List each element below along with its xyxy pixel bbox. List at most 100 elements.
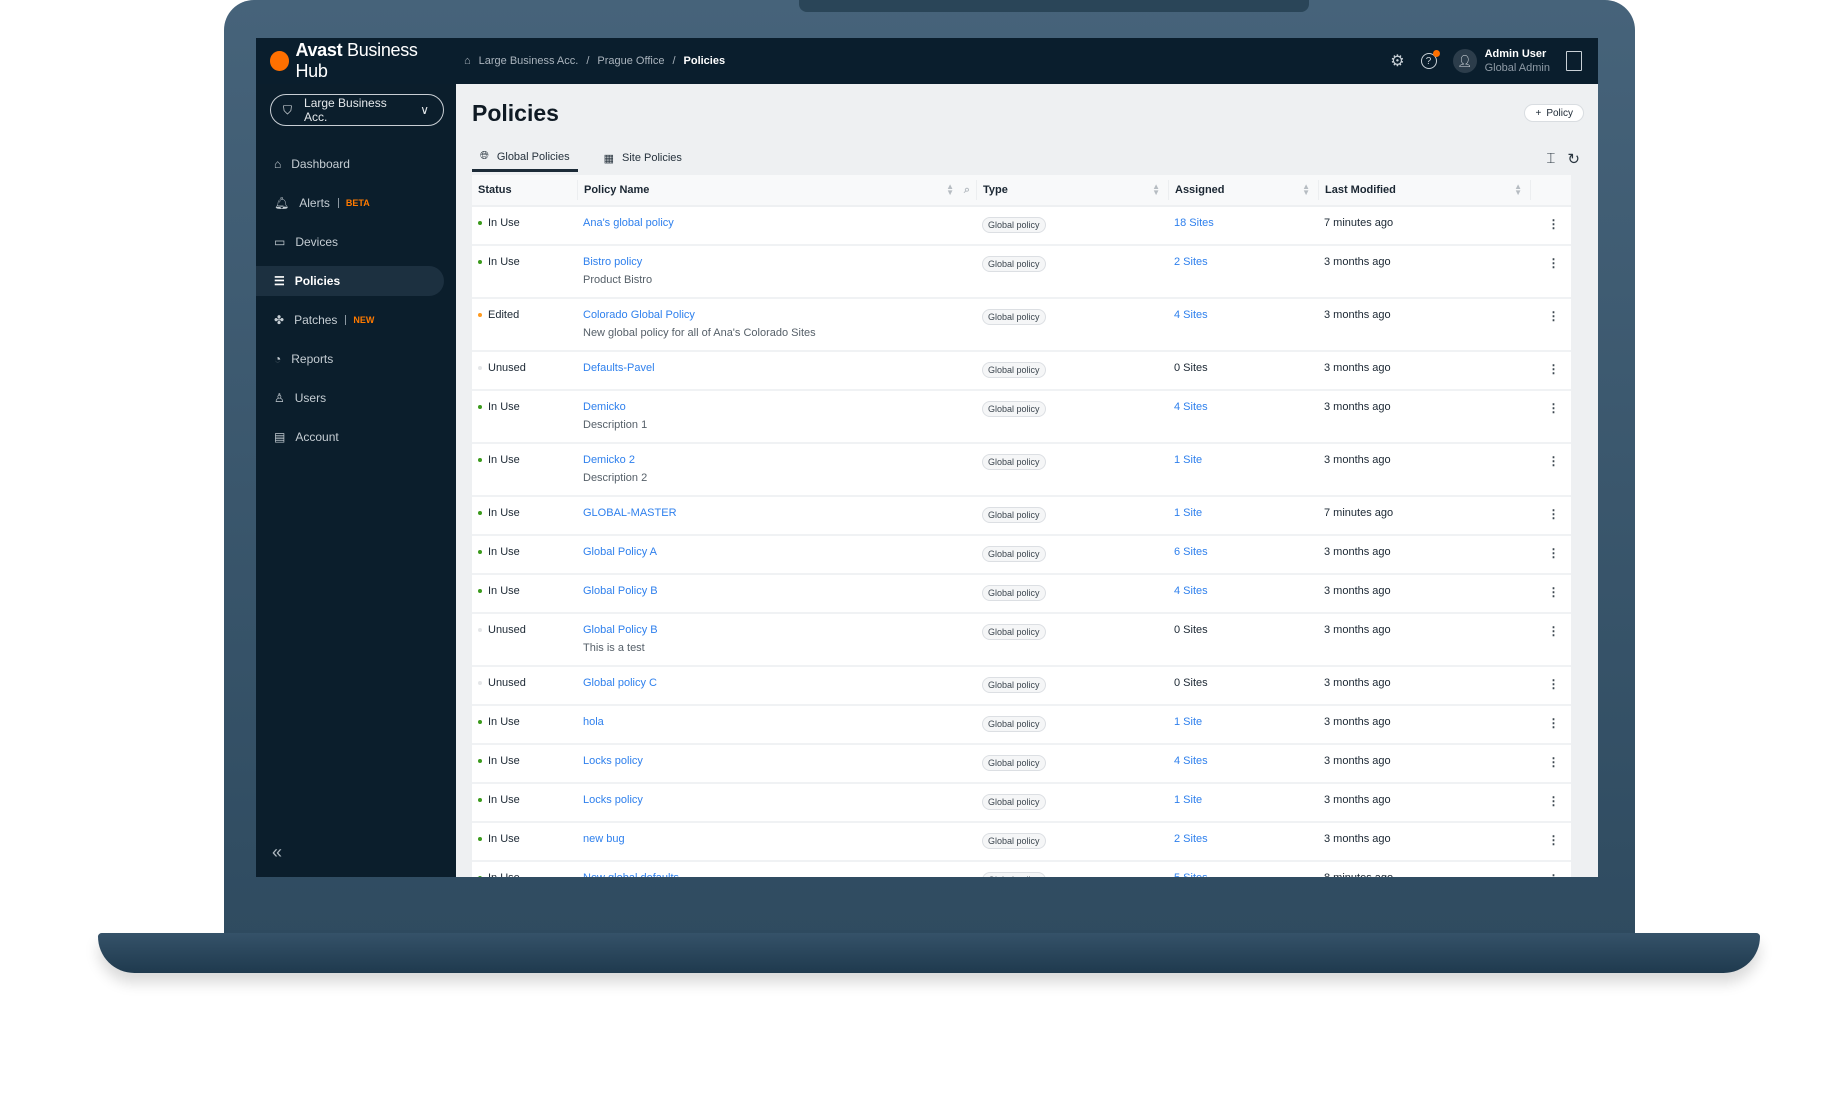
table-row[interactable]: In Use hola Global policy 1 Site 3 months ag… bbox=[472, 706, 1571, 745]
policy-link[interactable]: GLOBAL-MASTER bbox=[583, 507, 677, 519]
policy-link[interactable]: Global Policy A bbox=[583, 546, 657, 558]
policy-link[interactable]: Global policy C bbox=[583, 677, 657, 689]
sidebar-item-label: Patches bbox=[294, 313, 338, 327]
sidebar-item-patches[interactable]: ✤ Patches NEW bbox=[256, 305, 444, 335]
more-vertical-icon[interactable]: ⋮ bbox=[1547, 677, 1560, 691]
assigned-sites[interactable]: 4 Sites bbox=[1174, 755, 1208, 767]
more-vertical-icon[interactable]: ⋮ bbox=[1547, 454, 1560, 468]
table-row[interactable]: Edited Colorado Global Policy New global p… bbox=[472, 299, 1571, 352]
home-icon[interactable]: ⌂ bbox=[464, 55, 471, 67]
assigned-sites[interactable]: 4 Sites bbox=[1174, 401, 1208, 413]
breadcrumb-item[interactable]: Large Business Acc. bbox=[478, 55, 579, 67]
header-status[interactable]: Status bbox=[478, 184, 512, 196]
assigned-sites[interactable]: 2 Sites bbox=[1174, 256, 1208, 268]
logo[interactable]: Avast Business Hub bbox=[270, 40, 450, 82]
more-vertical-icon[interactable]: ⋮ bbox=[1547, 755, 1560, 769]
more-vertical-icon[interactable]: ⋮ bbox=[1547, 585, 1560, 599]
more-vertical-icon[interactable]: ⋮ bbox=[1548, 872, 1560, 877]
sort-icon[interactable]: ▲ ▼ bbox=[1302, 182, 1310, 197]
sort-icon[interactable]: ▲ ▼ bbox=[946, 182, 954, 197]
policy-link[interactable]: Bistro policy bbox=[583, 256, 643, 268]
gear-icon[interactable]: ⚙ bbox=[1390, 53, 1405, 70]
row-height-icon[interactable]: ⌶ bbox=[1546, 150, 1556, 167]
more-vertical-icon[interactable]: ⋮ bbox=[1547, 546, 1560, 560]
chevron-down-icon: ∨ bbox=[420, 103, 429, 117]
more-vertical-icon[interactable]: ⋮ bbox=[1547, 833, 1560, 847]
more-vertical-icon[interactable]: ⋮ bbox=[1547, 309, 1560, 323]
more-vertical-icon[interactable]: ⋮ bbox=[1547, 362, 1560, 376]
table-row[interactable]: Unused Global policy C Global policy 0 Site… bbox=[472, 667, 1571, 706]
assigned-sites[interactable]: 6 Sites bbox=[1174, 546, 1208, 558]
sidebar-item-dashboard[interactable]: ⌂ Dashboard bbox=[256, 149, 444, 179]
more-vertical-icon[interactable]: ⋮ bbox=[1547, 401, 1560, 415]
policy-link[interactable]: Demicko 2 bbox=[583, 454, 635, 466]
brand-bold: Avast bbox=[295, 40, 343, 60]
table-row[interactable]: In Use New global defaults Global policy 5 … bbox=[472, 862, 1571, 877]
assigned-sites[interactable]: 4 Sites bbox=[1174, 585, 1208, 597]
assigned-sites[interactable]: 1 Site bbox=[1174, 507, 1203, 519]
header-assigned[interactable]: Assigned ▲ ▼ bbox=[1168, 180, 1318, 200]
status-cell: Unused bbox=[472, 624, 577, 636]
table-row[interactable]: In Use Demicko 2 Description 2 Global polic… bbox=[472, 444, 1571, 497]
add-policy-button[interactable]: + Policy bbox=[1524, 104, 1584, 122]
policy-link[interactable]: Locks policy bbox=[583, 794, 643, 806]
table-row[interactable]: In Use Demicko Description 1 Global policy 4… bbox=[472, 391, 1571, 444]
table-row[interactable]: In Use Global Policy A Global policy 6 Site… bbox=[472, 536, 1571, 575]
policy-link[interactable]: Global Policy B bbox=[583, 585, 658, 597]
assigned-sites[interactable]: 5 Sites bbox=[1174, 872, 1208, 877]
user-menu[interactable]: 👤︎ Admin User Global Admin bbox=[1452, 47, 1550, 75]
table-row[interactable]: In Use new bug Global policy 2 Sites 3 month… bbox=[472, 823, 1571, 862]
search-icon[interactable]: ⌕ bbox=[963, 183, 970, 196]
row-actions-cell: ⋮ bbox=[1530, 217, 1571, 231]
table-row[interactable]: In Use GLOBAL-MASTER Global policy 1 Site 7 … bbox=[472, 497, 1571, 536]
sidebar-item-users[interactable]: ♙ Users bbox=[256, 383, 444, 413]
assigned-sites[interactable]: 18 Sites bbox=[1174, 217, 1214, 229]
assigned-sites[interactable]: 1 Site bbox=[1174, 716, 1203, 728]
sidebar-item-reports[interactable]: ◔ Reports bbox=[256, 344, 444, 374]
header-type[interactable]: Type ▲ ▼ bbox=[976, 180, 1168, 200]
table-row[interactable]: In Use Locks policy Global policy 1 Site 3 m… bbox=[472, 784, 1571, 823]
sidebar-item-account[interactable]: ▤ Account bbox=[256, 422, 444, 452]
table-row[interactable]: In Use Ana's global policy Global policy 18… bbox=[472, 207, 1571, 246]
assigned-sites[interactable]: 4 Sites bbox=[1174, 309, 1208, 321]
assigned-sites[interactable]: 1 Site bbox=[1174, 794, 1203, 806]
policy-link[interactable]: New global defaults bbox=[583, 872, 976, 877]
policy-link[interactable]: Global Policy B bbox=[583, 624, 658, 636]
policy-link[interactable]: Colorado Global Policy bbox=[583, 309, 695, 321]
more-vertical-icon[interactable]: ⋮ bbox=[1547, 217, 1560, 231]
collapse-sidebar-icon[interactable]: « bbox=[272, 842, 283, 862]
sidebar-item-alerts[interactable]: 🔔︎ Alerts BETA bbox=[256, 188, 444, 218]
help-icon[interactable]: ? bbox=[1420, 50, 1440, 69]
more-vertical-icon[interactable]: ⋮ bbox=[1547, 624, 1560, 638]
more-vertical-icon[interactable]: ⋮ bbox=[1547, 507, 1560, 521]
more-vertical-icon[interactable]: ⋮ bbox=[1547, 794, 1560, 808]
tab-global-policies[interactable]: 🌐︎ Global Policies bbox=[472, 144, 578, 172]
policy-link[interactable]: Defaults-Pavel bbox=[583, 362, 655, 374]
breadcrumb-item[interactable]: Prague Office bbox=[597, 55, 665, 67]
more-vertical-icon[interactable]: ⋮ bbox=[1547, 256, 1560, 270]
table-row[interactable]: In Use Global Policy B Global policy 4 Site… bbox=[472, 575, 1571, 614]
table-row[interactable]: Unused Global Policy B This is a test Globa… bbox=[472, 614, 1571, 667]
assigned-sites[interactable]: 2 Sites bbox=[1174, 833, 1208, 845]
assigned-sites[interactable]: 1 Site bbox=[1174, 454, 1203, 466]
sidebar-item-devices[interactable]: ▭ Devices bbox=[256, 227, 444, 257]
header-last-modified[interactable]: Last Modified ▲ ▼ bbox=[1318, 180, 1530, 200]
table-row[interactable]: Unused Defaults-Pavel Global policy 0 Sites… bbox=[472, 352, 1571, 391]
more-vertical-icon[interactable]: ⋮ bbox=[1547, 716, 1560, 730]
switch-building-icon[interactable] bbox=[1566, 51, 1582, 71]
table-row[interactable]: In Use Locks policy Global policy 4 Sites 3 … bbox=[472, 745, 1571, 784]
policy-name-cell: Global policy C bbox=[577, 677, 976, 689]
policy-link[interactable]: new bug bbox=[583, 833, 625, 845]
tab-site-policies[interactable]: ▦ Site Policies bbox=[596, 144, 690, 172]
policy-link[interactable]: Demicko bbox=[583, 401, 626, 413]
sidebar-item-policies[interactable]: ☰ Policies bbox=[256, 266, 444, 296]
sort-icon[interactable]: ▲ ▼ bbox=[1152, 182, 1160, 197]
table-row[interactable]: In Use Bistro policy Product Bistro Global … bbox=[472, 246, 1571, 299]
account-selector[interactable]: ⛉ Large Business Acc. ∨ bbox=[270, 94, 444, 126]
sort-icon[interactable]: ▲ ▼ bbox=[1514, 182, 1522, 197]
header-policy-name[interactable]: Policy Name ▲ ▼ ⌕ bbox=[577, 180, 976, 200]
policy-link[interactable]: hola bbox=[583, 716, 604, 728]
refresh-icon[interactable]: ↻ bbox=[1567, 151, 1580, 168]
policy-link[interactable]: Ana's global policy bbox=[583, 217, 674, 229]
policy-link[interactable]: Locks policy bbox=[583, 755, 643, 767]
